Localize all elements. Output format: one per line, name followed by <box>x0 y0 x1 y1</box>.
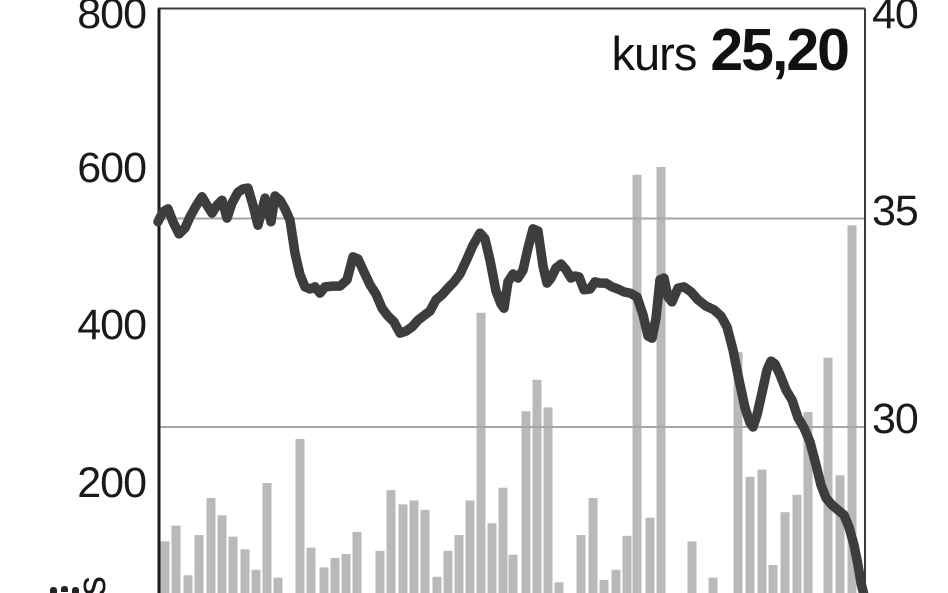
volume-bar <box>792 494 802 593</box>
volume-bar <box>687 541 697 593</box>
volume-bar <box>206 498 216 593</box>
volume-bar <box>330 557 340 593</box>
volume-bar <box>543 407 553 593</box>
right-axis-tick: 30 <box>872 395 919 443</box>
volume-bar <box>183 575 193 593</box>
volume-bar <box>521 411 531 593</box>
volume-bar <box>508 554 518 593</box>
clipped-letter-fragment <box>72 587 79 593</box>
volume-bar <box>656 166 666 593</box>
left-axis-tick: 200 <box>77 459 147 508</box>
last-price-value: 25,20 <box>710 17 850 83</box>
volume-bar <box>375 550 385 593</box>
volume-bar <box>576 535 586 593</box>
volume-bar <box>757 469 767 593</box>
price-line <box>153 183 869 593</box>
volume-bar <box>835 475 845 593</box>
volume-bar <box>733 352 743 593</box>
volume-bar <box>745 476 755 593</box>
volume-bar <box>532 379 542 593</box>
volume-bar <box>319 567 329 593</box>
left-axis-tick: 800 <box>77 0 147 38</box>
volume-bar <box>708 577 718 593</box>
volume-bar <box>217 515 227 593</box>
volume-bar <box>823 357 833 593</box>
clipped-letter-fragment <box>61 586 68 592</box>
volume-bar <box>262 483 272 593</box>
chart-title: kurs 25,20 <box>611 16 850 84</box>
volume-bar <box>386 490 396 593</box>
volume-bar <box>194 535 204 593</box>
volume-bar <box>432 576 442 593</box>
volume-bar <box>240 549 250 593</box>
clipped-letter-fragment <box>50 587 57 593</box>
volume-bar <box>599 580 609 593</box>
volume-bar <box>588 498 598 593</box>
volume-bar <box>228 536 238 593</box>
volume-bar <box>780 512 790 593</box>
volume-bar <box>352 531 362 593</box>
volume-bar <box>341 553 351 593</box>
volume-bar <box>420 509 430 593</box>
volume-bar <box>611 569 621 593</box>
volume-bar <box>803 412 813 593</box>
volume-bar <box>273 577 283 593</box>
left-axis-tick: 400 <box>77 301 147 350</box>
right-axis-tick: 40 <box>872 0 919 38</box>
volume-bar <box>465 500 475 593</box>
volume-bar <box>454 535 464 593</box>
volume-bar <box>171 525 181 593</box>
volume-bar <box>622 535 632 593</box>
volume-bar <box>645 517 655 593</box>
volume-bar <box>476 312 486 593</box>
left-axis-tick: 600 <box>77 143 147 192</box>
volume-bar <box>498 487 508 593</box>
volume-bar <box>768 565 778 593</box>
title-kurs-label: kurs <box>611 27 698 80</box>
right-axis-tick: 35 <box>872 186 919 235</box>
volume-bar <box>487 523 497 593</box>
volume-bar <box>554 582 564 593</box>
volume-bar <box>251 569 261 593</box>
volume-bar <box>409 500 419 593</box>
volume-bar <box>632 174 642 593</box>
volume-bar <box>160 541 170 593</box>
volume-bar <box>847 225 857 593</box>
volume-bar <box>306 547 316 593</box>
volume-bar <box>398 504 408 593</box>
volume-bar <box>295 438 305 593</box>
volume-bar <box>443 550 453 593</box>
